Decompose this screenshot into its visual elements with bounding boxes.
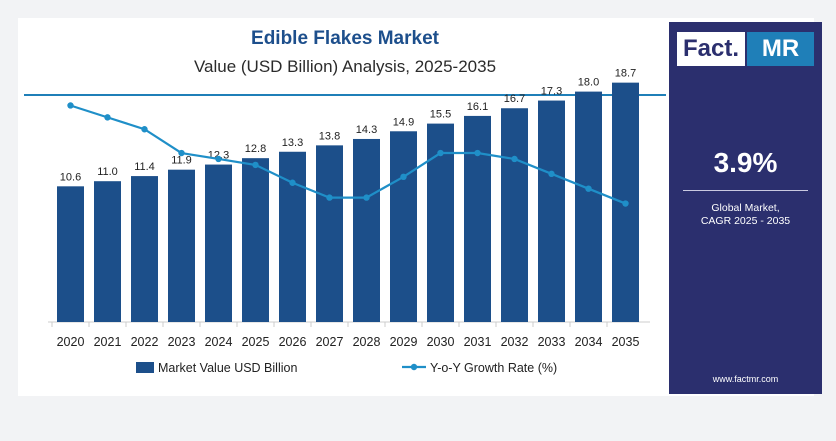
bar-value-label: 16.1 bbox=[467, 101, 488, 113]
bar-value-label: 13.8 bbox=[319, 130, 340, 142]
x-tick-label: 2030 bbox=[427, 335, 455, 349]
growth-point-2021 bbox=[104, 114, 111, 121]
bar-2034 bbox=[575, 91, 602, 322]
bar-value-label: 12.8 bbox=[245, 143, 266, 155]
x-tick-label: 2025 bbox=[242, 335, 270, 349]
bar-value-label: 11.9 bbox=[171, 155, 192, 167]
x-tick-label: 2020 bbox=[57, 335, 85, 349]
cagr-label-line2: CAGR 2025 - 2035 bbox=[700, 215, 791, 227]
x-tick-label: 2035 bbox=[612, 335, 640, 349]
factmr-logo: Fact. MR bbox=[677, 32, 814, 66]
bar-2023 bbox=[168, 169, 195, 322]
legend-bar-swatch bbox=[136, 362, 154, 373]
growth-point-2031 bbox=[474, 149, 481, 157]
sidebar-panel: Fact. MR 3.9% Global Market, CAGR 2025 -… bbox=[669, 22, 822, 394]
bar-value-label: 18.0 bbox=[578, 77, 599, 89]
cagr-label: Global Market, CAGR 2025 - 2035 bbox=[669, 202, 822, 228]
bar-value-label: 15.5 bbox=[430, 109, 451, 121]
bar-value-label: 14.3 bbox=[356, 124, 377, 136]
growth-point-2032 bbox=[511, 155, 518, 163]
sidebar-divider bbox=[683, 190, 808, 191]
bar-2031 bbox=[464, 115, 491, 322]
bar-value-label: 11.4 bbox=[134, 161, 155, 173]
bar-value-label: 18.7 bbox=[615, 68, 636, 80]
growth-point-2035 bbox=[622, 200, 629, 207]
legend-bar-label: Market Value USD Billion bbox=[158, 361, 297, 375]
growth-point-2027 bbox=[326, 194, 333, 201]
growth-point-2020 bbox=[67, 102, 74, 109]
growth-point-2030 bbox=[437, 149, 444, 157]
chart-subtitle: Value (USD Billion) Analysis, 2025-2035 bbox=[193, 57, 497, 76]
bar-value-label: 13.3 bbox=[282, 137, 303, 149]
x-tick-label: 2028 bbox=[353, 335, 381, 349]
bar-value-label: 16.7 bbox=[504, 93, 525, 105]
bar-value-label: 14.9 bbox=[393, 116, 414, 128]
website-link[interactable]: www.factmr.com bbox=[712, 374, 779, 384]
bar-2027 bbox=[316, 145, 343, 322]
x-tick-label: 2024 bbox=[205, 335, 233, 349]
growth-point-2026 bbox=[289, 179, 296, 186]
x-tick-label: 2034 bbox=[575, 335, 603, 349]
growth-point-2022 bbox=[141, 126, 148, 133]
legend-line-label: Y-o-Y Growth Rate (%) bbox=[430, 361, 557, 375]
bar-2032 bbox=[501, 108, 528, 323]
x-tick-label: 2023 bbox=[168, 335, 196, 349]
growth-point-2034 bbox=[585, 185, 592, 192]
growth-point-2023 bbox=[178, 149, 185, 157]
bar-value-label: 17.3 bbox=[541, 86, 562, 98]
bar-value-label: 11.0 bbox=[97, 166, 118, 178]
cagr-label-line1: Global Market, bbox=[711, 202, 780, 214]
bar-2030 bbox=[427, 123, 454, 322]
x-tick-label: 2021 bbox=[94, 335, 122, 349]
chart-title: Edible Flakes Market bbox=[251, 28, 439, 49]
growth-rate-line bbox=[70, 104, 626, 205]
growth-point-2033 bbox=[548, 170, 555, 178]
growth-point-2025 bbox=[252, 161, 259, 169]
bar-2020 bbox=[57, 186, 84, 322]
bar-2028 bbox=[353, 138, 380, 322]
x-tick-label: 2022 bbox=[131, 335, 159, 349]
x-tick-label: 2031 bbox=[464, 335, 492, 349]
cagr-value: 3.9% bbox=[713, 147, 778, 178]
bar-2021 bbox=[94, 181, 121, 322]
title-divider bbox=[24, 94, 666, 96]
x-tick-label: 2032 bbox=[501, 335, 529, 349]
chart-area: Edible Flakes Market Value (USD Billion)… bbox=[24, 24, 666, 396]
growth-point-2028 bbox=[363, 194, 370, 201]
bar-2024 bbox=[205, 164, 232, 322]
legend-line-marker bbox=[410, 363, 418, 371]
bar-2022 bbox=[131, 176, 158, 322]
x-tick-label: 2029 bbox=[390, 335, 418, 349]
x-tick-label: 2027 bbox=[316, 335, 344, 349]
bar-2025 bbox=[242, 158, 269, 322]
growth-point-2024 bbox=[215, 155, 222, 163]
x-tick-label: 2026 bbox=[279, 335, 307, 349]
logo-mr-text: MR bbox=[747, 32, 814, 66]
bar-2029 bbox=[390, 131, 417, 322]
logo-fact-text: Fact. bbox=[677, 32, 745, 66]
market-chart: 10.6202011.0202111.4202211.9202312.32024… bbox=[48, 68, 650, 375]
x-tick-label: 2033 bbox=[538, 335, 566, 349]
bar-2033 bbox=[538, 100, 565, 322]
growth-point-2029 bbox=[400, 173, 407, 180]
bar-value-label: 10.6 bbox=[60, 171, 81, 183]
